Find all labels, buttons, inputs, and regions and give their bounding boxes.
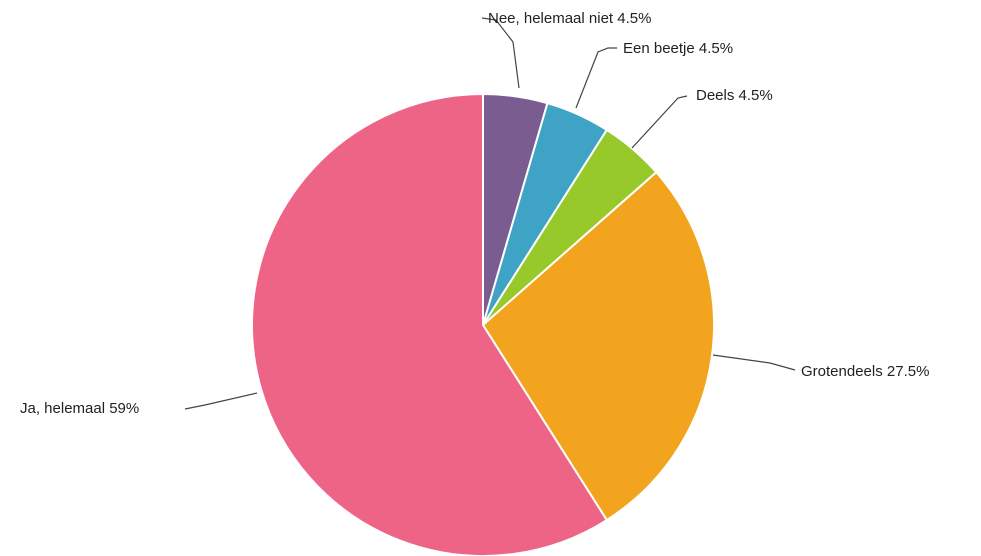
slice-label-ja-helemaal: Ja, helemaal 59% xyxy=(20,400,139,417)
leader-line-deels xyxy=(631,95,688,149)
pie-slice-grotendeels xyxy=(481,170,715,522)
slice-label-een-beetje: Een beetje 4.5% xyxy=(623,40,733,57)
slice-label-deels: Deels 4.5% xyxy=(696,87,773,104)
leader-line-grotendeels xyxy=(712,354,796,371)
slice-labels: Nee, helemaal niet 4.5% Een beetje 4.5% … xyxy=(20,10,929,417)
leader-line-een-beetje xyxy=(575,47,617,109)
slice-label-nee-helemaal-niet: Nee, helemaal niet 4.5% xyxy=(488,10,651,27)
slice-label-grotendeels: Grotendeels 27.5% xyxy=(801,363,929,380)
leader-line-ja-helemaal xyxy=(184,392,258,410)
leader-line-nee-helemaal-niet xyxy=(481,17,520,89)
label-leader-lines xyxy=(184,17,796,410)
pie-slices xyxy=(251,92,715,556)
